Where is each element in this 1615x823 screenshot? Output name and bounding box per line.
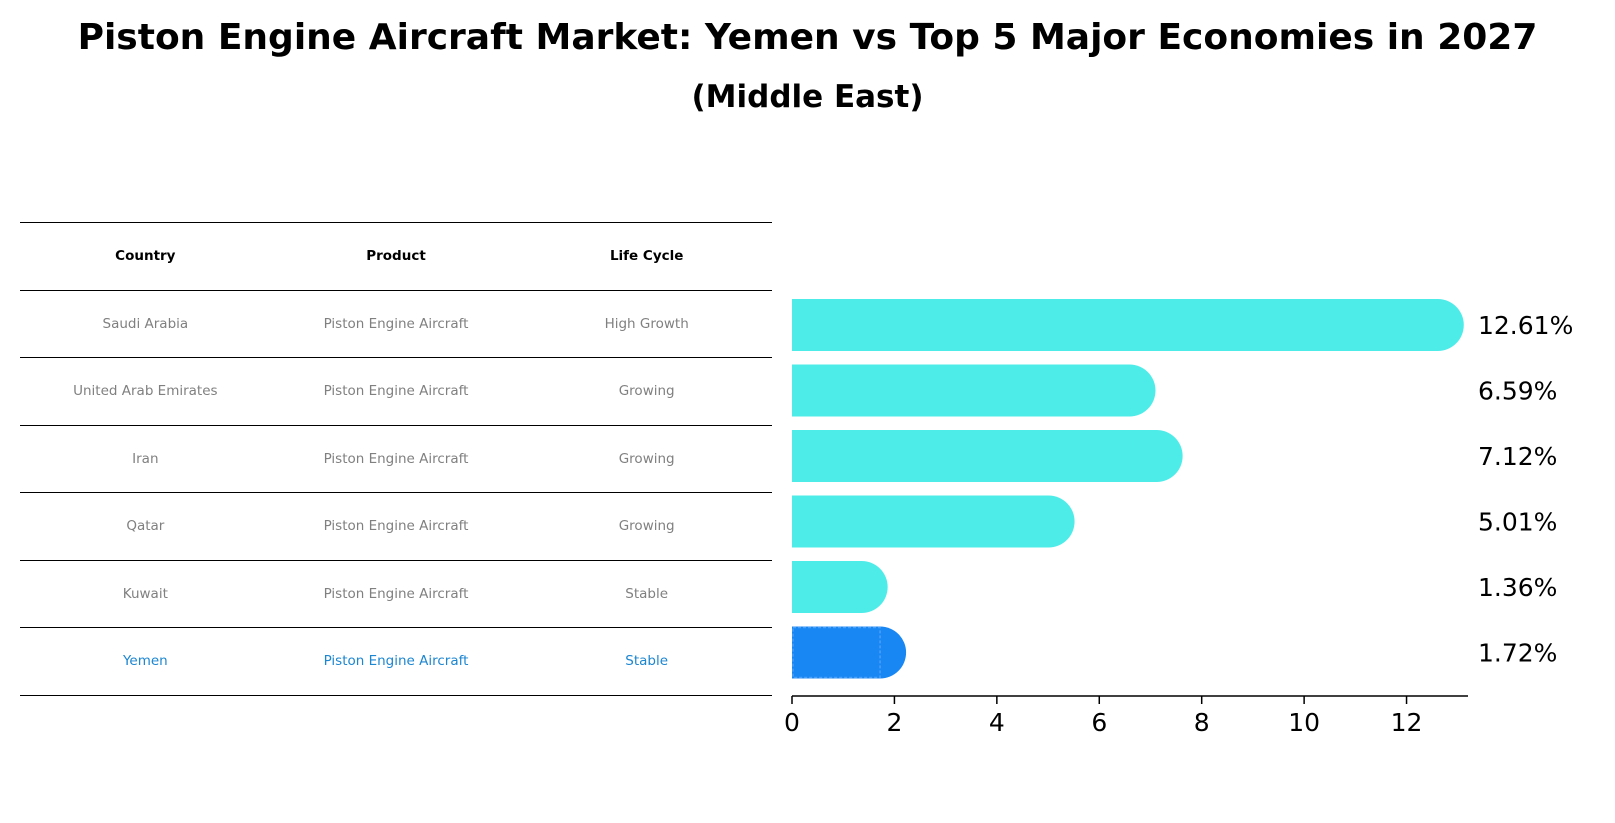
table-row: Kuwait Piston Engine Aircraft Stable [20,559,772,628]
bar-iran [792,430,1157,482]
data-label: 1.72% [1478,639,1557,668]
cell-life-cycle: Stable [625,585,669,602]
data-table: Country Product Life Cycle Saudi Arabia … [20,222,772,696]
bar-cap-saudi-arabia [1411,299,1464,351]
x-tick-label: 8 [1194,708,1210,737]
x-tick-label: 6 [1091,708,1107,737]
bar-cap-iran [1130,430,1183,482]
cell-product: Piston Engine Aircraft [323,518,469,535]
header-life-cycle: Life Cycle [609,248,684,265]
cell-country: Qatar [126,518,165,535]
x-tick-label: 2 [886,708,902,737]
table-row-highlight: Yemen Piston Engine Aircraft Stable [20,627,772,696]
cell-product: Piston Engine Aircraft [323,585,469,602]
data-label: 12.61% [1478,311,1573,340]
data-label: 6.59% [1478,377,1557,406]
cell-product: Piston Engine Aircraft [323,315,469,332]
bar-cap-qatar [1022,495,1075,548]
x-tick-label: 0 [784,708,800,737]
cell-country: United Arab Emirates [73,383,218,400]
bar-qatar [792,495,1049,548]
cell-product: Piston Engine Aircraft [323,383,469,400]
cell-life-cycle: Growing [618,383,675,400]
table-header-row: Country Product Life Cycle [20,222,772,290]
cell-life-cycle: Growing [618,450,675,467]
cell-product: Piston Engine Aircraft [323,450,469,467]
cell-country: Kuwait [122,585,168,602]
x-tick-label: 12 [1391,708,1423,737]
bar-cap-kuwait [835,561,888,613]
chart-subtitle: (Middle East) [691,79,924,115]
data-label: 5.01% [1478,508,1557,537]
bar-saudi-arabia [792,299,1438,351]
cell-product: Piston Engine Aircraft [323,653,469,670]
header-product: Product [366,248,426,265]
cell-life-cycle: Growing [618,518,675,535]
cell-life-cycle: Stable [625,653,669,670]
table-row: Saudi Arabia Piston Engine Aircraft High… [20,289,772,358]
highlight-bar-outline [792,626,881,679]
cell-country: Yemen [122,653,168,670]
bar-cap-united-arab-emirates [1103,364,1156,417]
table-row: United Arab Emirates Piston Engine Aircr… [20,357,772,425]
x-tick-label: 10 [1288,708,1320,737]
data-label: 1.36% [1478,573,1557,602]
chart-title: Piston Engine Aircraft Market: Yemen vs … [77,17,1538,58]
header-country: Country [115,248,176,265]
bar-united-arab-emirates [792,364,1130,417]
x-tick-label: 4 [989,708,1005,737]
table-row: Qatar Piston Engine Aircraft Growing [20,492,772,560]
table-row: Iran Piston Engine Aircraft Growing [20,424,772,493]
cell-life-cycle: High Growth [604,315,689,332]
data-label: 7.12% [1478,442,1557,471]
cell-country: Iran [132,450,159,467]
cell-country: Saudi Arabia [102,315,189,332]
